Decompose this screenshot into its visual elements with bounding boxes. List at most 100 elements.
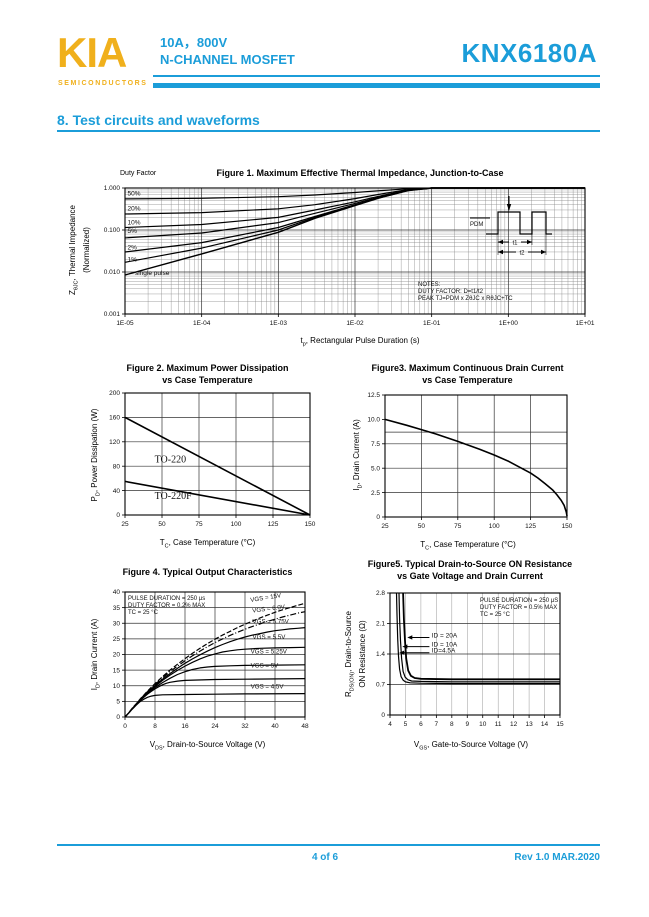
svg-text:10: 10	[479, 721, 487, 728]
svg-text:0.100: 0.100	[104, 227, 121, 234]
svg-text:DUTY FACTOR = 0.2% MAX: DUTY FACTOR = 0.2% MAX	[128, 603, 205, 609]
svg-text:5: 5	[116, 699, 120, 706]
figure1-title: Figure 1. Maximum Effective Thermal Impe…	[216, 168, 504, 178]
svg-text:0.7: 0.7	[376, 682, 385, 689]
svg-text:13: 13	[525, 721, 533, 728]
svg-text:100: 100	[231, 521, 242, 528]
footer-rule	[57, 844, 600, 846]
svg-text:VGS = 5.25V: VGS = 5.25V	[251, 649, 288, 656]
svg-text:4: 4	[388, 721, 392, 728]
svg-text:16: 16	[181, 723, 189, 730]
svg-text:ID = 10A: ID = 10A	[432, 642, 458, 649]
svg-text:150: 150	[305, 521, 316, 528]
svg-text:1%: 1%	[128, 256, 138, 263]
svg-text:75: 75	[454, 523, 462, 530]
thermal-impedance-chart: 1E-05 1E-04 1E-03 1E-02 1E-01 1E+00 1E+01 1.000…	[104, 185, 595, 327]
svg-text:75: 75	[195, 521, 203, 528]
svg-text:t2: t2	[519, 250, 525, 256]
kia-logo: KIA	[57, 29, 127, 76]
svg-text:35: 35	[113, 605, 121, 612]
svg-text:1E-02: 1E-02	[346, 320, 364, 327]
svg-text:10%: 10%	[128, 220, 141, 227]
section-title: 8. Test circuits and waveforms	[57, 112, 260, 128]
svg-text:2.8: 2.8	[376, 590, 385, 597]
header-rule-thick	[153, 83, 600, 88]
svg-text:t1: t1	[512, 240, 518, 246]
rdson-chart: 4 5 6 7 8 9 10 11 12 13 14 15 0 0.7 1.4 2.1 2.8 ID = 20A I…	[376, 590, 564, 728]
svg-text:1E-04: 1E-04	[193, 320, 211, 327]
figure4-title: Figure 4. Typical Output Characteristics	[122, 567, 293, 577]
device-rating: 10A，800V	[160, 35, 228, 50]
svg-text:5: 5	[404, 721, 408, 728]
svg-text:1E+01: 1E+01	[576, 320, 595, 327]
part-number: KNX6180A	[461, 38, 597, 68]
svg-text:10.0: 10.0	[367, 417, 380, 424]
svg-text:24: 24	[211, 723, 219, 730]
figure2-x-axis-label: TC, Case Temperature (°C)	[159, 538, 256, 550]
svg-text:50%: 50%	[128, 191, 141, 198]
svg-text:NOTES:: NOTES:	[418, 282, 441, 288]
svg-text:TC = 25 °C: TC = 25 °C	[128, 610, 159, 616]
svg-text:PULSE DURATION = 250 μS: PULSE DURATION = 250 μS	[480, 598, 558, 604]
svg-text:7: 7	[435, 721, 439, 728]
figure1-x-axis-label: tp, Rectangular Pulse Duration (s)	[300, 336, 420, 348]
svg-text:2.5: 2.5	[371, 490, 380, 497]
svg-text:80: 80	[113, 463, 121, 470]
revision-label: Rev 1.0 MAR.2020	[514, 852, 600, 863]
svg-text:160: 160	[109, 415, 120, 422]
svg-text:1.4: 1.4	[376, 651, 385, 658]
svg-text:15: 15	[113, 667, 121, 674]
svg-text:100: 100	[489, 523, 500, 530]
svg-text:0: 0	[116, 512, 120, 519]
figure3-x-axis-label: TC, Case Temperature (°C)	[420, 540, 516, 552]
svg-text:14: 14	[541, 721, 549, 728]
svg-text:TO-220F: TO-220F	[155, 491, 192, 502]
svg-text:PDM: PDM	[470, 222, 483, 228]
svg-text:20%: 20%	[128, 206, 141, 213]
svg-text:TO-220: TO-220	[155, 455, 186, 466]
drain-current-chart: 25 50 75 100 125 150 0 2.5 5.0 7.5 10.0 12.5	[367, 392, 573, 530]
svg-text:VGS = 5V: VGS = 5V	[251, 663, 280, 670]
svg-text:VGS = 6.0V: VGS = 6.0V	[252, 604, 286, 615]
svg-text:VGS = 5.5V: VGS = 5.5V	[253, 634, 287, 641]
svg-text:40: 40	[113, 488, 121, 495]
figure3-title: Figure3. Maximum Continuous Drain Curren…	[371, 363, 564, 385]
svg-text:1E-05: 1E-05	[116, 320, 134, 327]
svg-text:120: 120	[109, 439, 120, 446]
svg-text:PULSE DURATION = 250 μs: PULSE DURATION = 250 μs	[128, 596, 205, 602]
svg-text:12: 12	[510, 721, 518, 728]
svg-text:8: 8	[450, 721, 454, 728]
device-type: N-CHANNEL MOSFET	[160, 52, 295, 67]
figure2-title: Figure 2. Maximum Power Dissipation vs C…	[126, 363, 289, 385]
svg-text:50: 50	[418, 523, 426, 530]
svg-text:15: 15	[556, 721, 564, 728]
figure1-duty-factor-label: Duty Factor	[120, 170, 157, 177]
svg-text:200: 200	[109, 390, 120, 397]
svg-text:TC = 25 °C: TC = 25 °C	[480, 612, 511, 618]
svg-text:0: 0	[116, 714, 120, 721]
section-title-underline	[57, 130, 600, 132]
header-rule-thin	[153, 75, 600, 77]
svg-text:25: 25	[121, 521, 129, 528]
svg-text:0: 0	[123, 723, 127, 730]
svg-text:5%: 5%	[128, 228, 138, 235]
svg-text:ID = 20A: ID = 20A	[432, 632, 458, 639]
figure4-x-axis-label: VDS, Drain-to-Source Voltage (V)	[149, 740, 266, 752]
svg-text:DUTY FACTOR = 0.5% MAX: DUTY FACTOR = 0.5% MAX	[480, 605, 557, 611]
svg-text:9: 9	[465, 721, 469, 728]
svg-text:0.001: 0.001	[104, 311, 121, 318]
svg-text:0: 0	[376, 514, 380, 521]
svg-text:1.000: 1.000	[104, 185, 121, 192]
svg-text:PEAK TJ=PDM x ZθJC x RθJC+TC: PEAK TJ=PDM x ZθJC x RθJC+TC	[418, 296, 513, 302]
svg-text:10: 10	[113, 683, 121, 690]
svg-text:150: 150	[562, 523, 573, 530]
svg-text:12.5: 12.5	[367, 392, 380, 399]
svg-text:40: 40	[113, 589, 121, 596]
svg-text:6: 6	[419, 721, 423, 728]
svg-text:VGS = 15V: VGS = 15V	[250, 592, 283, 604]
svg-text:25: 25	[381, 523, 389, 530]
svg-text:25: 25	[113, 636, 121, 643]
power-dissipation-chart: 25 50 75 100 125 150 0 40 80 120 160 200 TO-220 TO-22…	[109, 390, 316, 528]
